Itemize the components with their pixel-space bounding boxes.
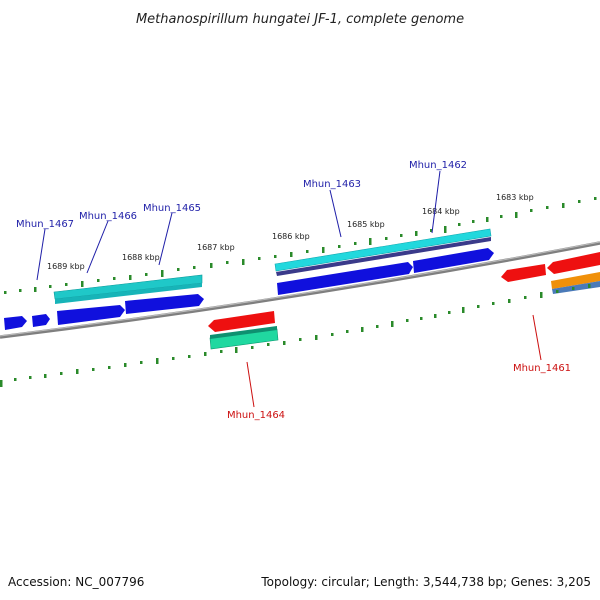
orange-feature-right[interactable]: [551, 272, 600, 289]
cds-feature-mhun-1462-1463[interactable]: [274, 228, 492, 272]
kbp-label-1687: 1687 kbp: [197, 243, 235, 252]
forward-leader-lines: [36, 170, 441, 281]
lower-tick-ring: [0, 284, 591, 387]
gene-mhun-1461[interactable]: [501, 264, 546, 282]
reverse-leader-lines: [246, 314, 542, 408]
cds-feature-mhun-1465-1467-shade: [55, 283, 202, 304]
rna-feature-mhun-1462-1463[interactable]: [276, 237, 491, 276]
gene-label-mhun-1463[interactable]: Mhun_1463: [303, 179, 361, 190]
genome-title: Methanospirillum hungatei JF-1, complete…: [136, 12, 464, 27]
gene-mhun-1464[interactable]: [208, 311, 275, 332]
gene-mhun-1462[interactable]: [413, 248, 494, 273]
gene-label-mhun-1462[interactable]: Mhun_1462: [409, 160, 467, 171]
gene-label-mhun-1465[interactable]: Mhun_1465: [143, 203, 201, 214]
kbp-label-1683: 1683 kbp: [496, 193, 534, 202]
kbp-label-1686: 1686 kbp: [272, 232, 310, 241]
genome-backbone-highlight: [0, 241, 600, 337]
gene-mhun-1463[interactable]: [277, 262, 413, 295]
accession-text: Accession: NC_007796: [8, 575, 144, 589]
kbp-label-1684: 1684 kbp: [422, 207, 460, 216]
kbp-label-1689: 1689 kbp: [47, 262, 85, 271]
gene-mhun-1460[interactable]: [547, 252, 600, 274]
gene-label-mhun-1464[interactable]: Mhun_1464: [227, 410, 285, 421]
upper-tick-ring: [4, 197, 597, 294]
gene-mhun-1467[interactable]: [32, 314, 50, 327]
gene-label-mhun-1461[interactable]: Mhun_1461: [513, 363, 571, 374]
kbp-label-1685: 1685 kbp: [347, 220, 385, 229]
topology-text: Topology: circular; Length: 3,544,738 bp…: [260, 575, 591, 589]
cds-feature-mhun-1464-shade: [210, 326, 277, 339]
reverse-cds-features: [209, 272, 600, 350]
forward-cds-features: [53, 228, 492, 304]
kbp-label-1688: 1688 kbp: [122, 253, 160, 262]
gene-label-mhun-1467[interactable]: Mhun_1467: [16, 219, 74, 230]
reverse-genes: [208, 252, 600, 332]
gene-mhun-1468[interactable]: [4, 316, 27, 330]
forward-genes: [4, 248, 494, 330]
gene-label-mhun-1466[interactable]: Mhun_1466: [79, 211, 137, 222]
gene-mhun-1465[interactable]: [125, 294, 204, 314]
gene-mhun-1466[interactable]: [57, 305, 125, 325]
genome-backbone: [0, 241, 600, 339]
